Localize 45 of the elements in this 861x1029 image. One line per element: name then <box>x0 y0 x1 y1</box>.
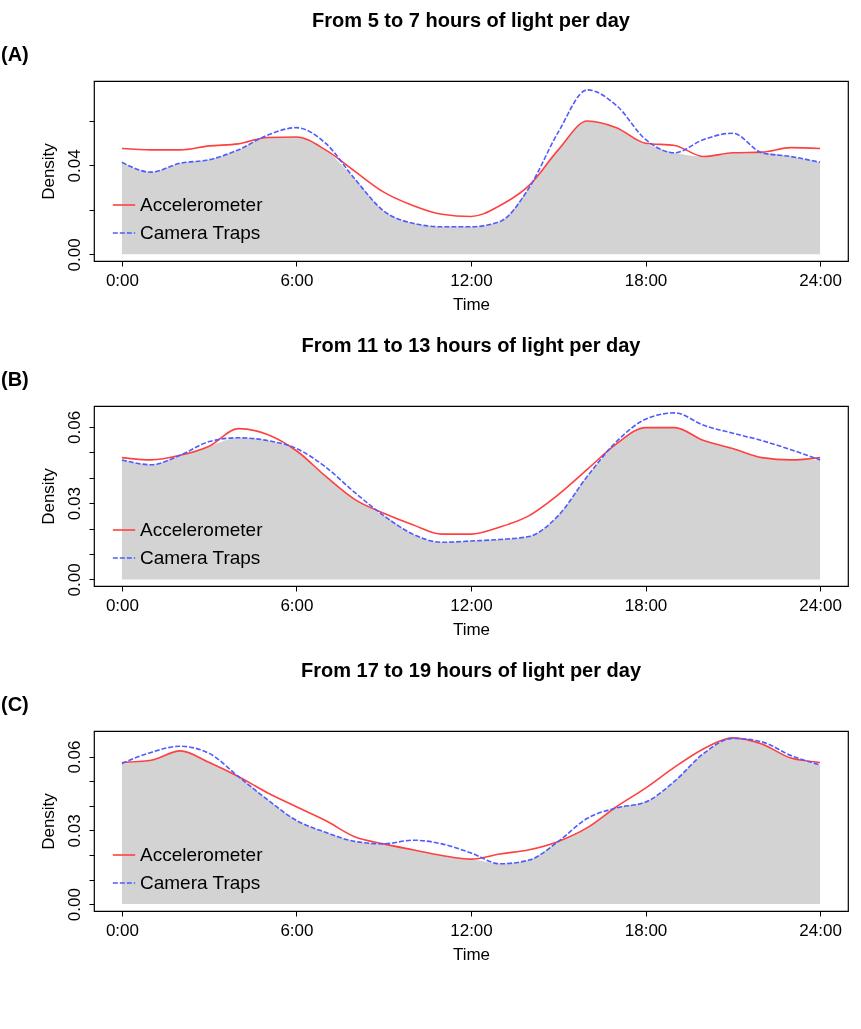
x-tick-label: 6:00 <box>280 595 314 615</box>
y-tick-label: 0.04 <box>64 149 84 183</box>
y-axis-title: Density <box>38 142 58 200</box>
y-axis-title: Density <box>38 467 58 525</box>
y-tick-label: 0.03 <box>64 814 84 848</box>
x-tick-label: 18:00 <box>624 270 668 290</box>
x-axis-title: Time <box>452 294 491 314</box>
text: (C) <box>1 693 29 715</box>
line-series <box>121 412 821 544</box>
chart-title: From 11 to 13 hours of light per day <box>301 334 642 356</box>
y-tick-label: 0.00 <box>64 563 84 597</box>
legend-label: Accelerometer <box>140 844 264 865</box>
y-tick-label: 0.06 <box>64 410 84 444</box>
line-series <box>121 120 821 218</box>
line-series <box>121 426 821 535</box>
legend-label: Accelerometer <box>140 194 264 215</box>
x-tick-label: 24:00 <box>799 920 842 940</box>
text: (A) <box>1 43 29 65</box>
y-tick-label: 0.03 <box>64 487 84 521</box>
y-tick-label: 0.00 <box>64 888 84 922</box>
x-tick-label: 6:00 <box>280 920 314 940</box>
x-axis-title: Time <box>452 944 491 964</box>
x-tick-label: 12:00 <box>450 920 493 940</box>
x-tick-label: 0:00 <box>105 270 139 290</box>
legend-label: Camera Traps <box>140 872 261 893</box>
x-tick-label: 0:00 <box>105 595 139 615</box>
x-axis-title: Time <box>452 619 491 639</box>
x-tick-label: 24:00 <box>799 595 842 615</box>
x-tick-label: 6:00 <box>280 270 314 290</box>
chart-title: From 17 to 19 hours of light per day <box>300 659 642 681</box>
legend-label: Camera Traps <box>140 547 261 568</box>
text: (B) <box>1 368 29 390</box>
x-tick-label: 18:00 <box>624 595 668 615</box>
x-tick-label: 12:00 <box>450 270 493 290</box>
y-axis-title: Density <box>38 792 58 850</box>
line-series <box>121 89 821 228</box>
x-tick-label: 18:00 <box>624 920 668 940</box>
chart-title: From 5 to 7 hours of light per day <box>312 9 631 31</box>
x-tick-label: 0:00 <box>105 920 139 940</box>
x-tick-label: 24:00 <box>799 270 842 290</box>
legend-label: Camera Traps <box>140 222 261 243</box>
y-tick-label: 0.06 <box>64 740 84 774</box>
x-tick-label: 12:00 <box>450 595 493 615</box>
y-tick-label: 0.00 <box>64 238 84 272</box>
legend-label: Accelerometer <box>140 519 264 540</box>
